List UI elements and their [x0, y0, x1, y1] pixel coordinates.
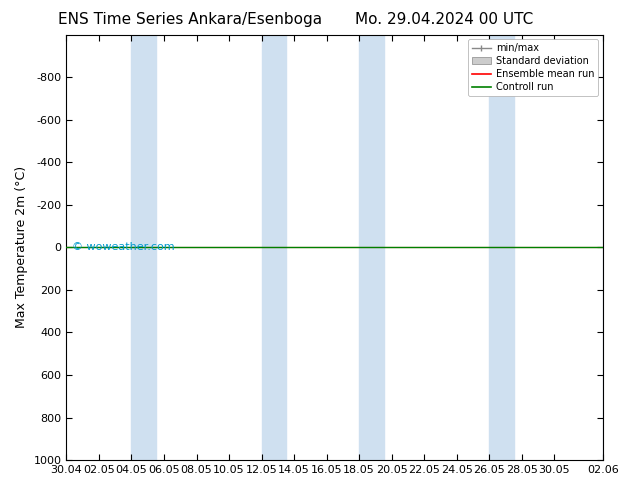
Bar — [603, 35, 628, 460]
Legend: min/max, Standard deviation, Ensemble mean run, Controll run: min/max, Standard deviation, Ensemble me… — [468, 40, 598, 96]
Bar — [131, 35, 156, 460]
Bar — [262, 35, 286, 460]
Text: ENS Time Series Ankara/Esenboga: ENS Time Series Ankara/Esenboga — [58, 12, 322, 27]
Bar — [359, 35, 384, 460]
Bar — [489, 35, 514, 460]
Text: © woweather.com: © woweather.com — [72, 243, 174, 252]
Text: Mo. 29.04.2024 00 UTC: Mo. 29.04.2024 00 UTC — [354, 12, 533, 27]
Y-axis label: Max Temperature 2m (°C): Max Temperature 2m (°C) — [15, 166, 28, 328]
